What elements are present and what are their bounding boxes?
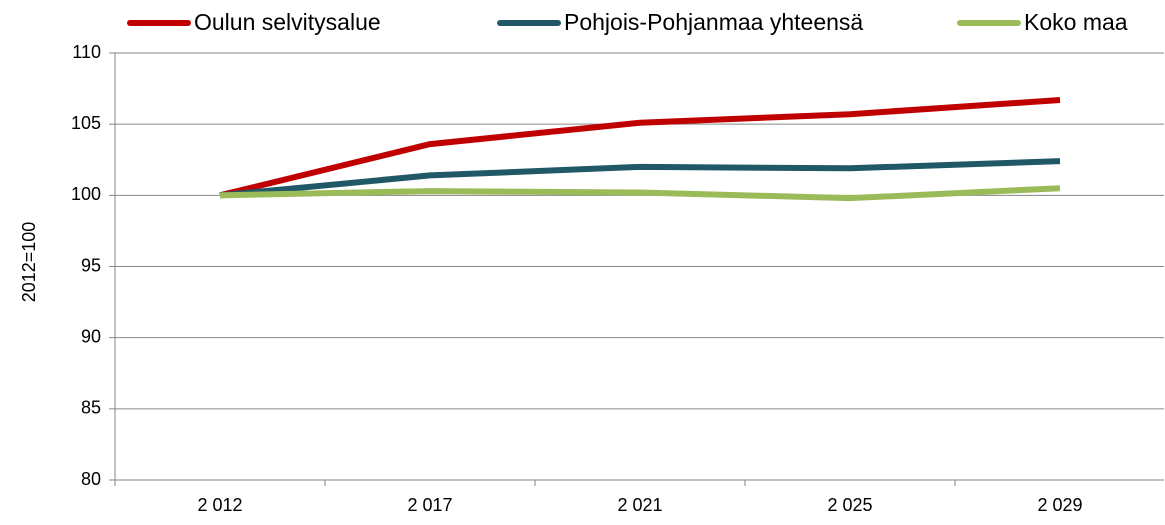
y-tick-label: 80 <box>81 469 101 489</box>
x-tick-label: 2 017 <box>407 495 452 515</box>
series-line <box>219 158 1061 199</box>
series-line <box>219 185 1061 202</box>
x-tick-label: 2 029 <box>1037 495 1082 515</box>
series-line <box>219 96 1061 199</box>
y-axis-label: 2012=100 <box>19 222 39 303</box>
legend-label: Pohjois-Pohjanmaa yhteensä <box>564 9 863 35</box>
x-tick-label: 2 021 <box>617 495 662 515</box>
y-tick-label: 90 <box>81 326 101 346</box>
y-tick-label: 95 <box>81 255 101 275</box>
y-tick-label: 105 <box>71 113 101 133</box>
y-tick-label: 110 <box>72 42 101 62</box>
x-tick-label: 2 025 <box>827 495 872 515</box>
legend-label: Oulun selvitysalue <box>194 9 381 35</box>
y-tick-label: 100 <box>71 184 101 204</box>
y-tick-label: 85 <box>81 398 101 418</box>
x-tick-label: 2 012 <box>197 495 242 515</box>
legend-label: Koko maa <box>1024 9 1128 35</box>
